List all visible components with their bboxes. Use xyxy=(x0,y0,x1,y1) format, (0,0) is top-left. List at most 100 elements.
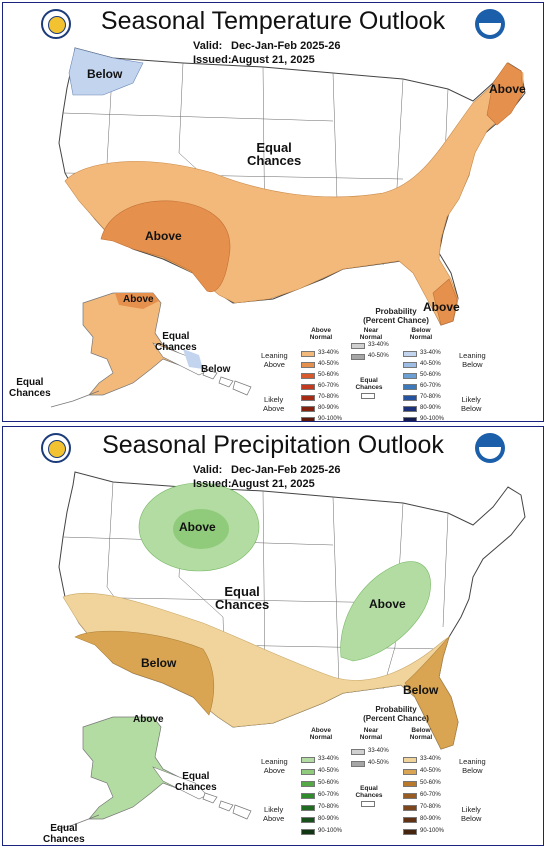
alaska-panhandle xyxy=(152,766,208,800)
legend-swatch-below xyxy=(403,793,417,799)
legend-swatch-below xyxy=(403,351,417,357)
valid-key: Valid: xyxy=(193,40,223,52)
alaska-above-strong xyxy=(115,293,159,309)
legend-swatch-ec xyxy=(361,393,375,399)
legend-label-below: 33-40% xyxy=(420,756,441,762)
legend-swatch-above xyxy=(301,757,315,763)
issued-key: Issued: xyxy=(193,478,232,490)
legend-swatch-below xyxy=(403,395,417,401)
legend-label-above: 40-50% xyxy=(318,768,339,774)
legend-below-header: Below Normal xyxy=(409,327,433,341)
label-ak-equal: Equal Chances xyxy=(175,771,217,793)
valid-value: Dec-Jan-Feb 2025-26 xyxy=(231,40,341,52)
issued-key: Issued: xyxy=(193,54,232,66)
above-region-sw-strong xyxy=(100,200,231,293)
label-above-nw: Above xyxy=(179,520,216,534)
legend-swatch-below xyxy=(403,406,417,412)
legend-swatch-near xyxy=(351,749,365,755)
legend-ec-label: Equal Chances xyxy=(355,785,383,799)
legend-leaning-above: Leaning Above xyxy=(261,757,288,775)
below-region-band xyxy=(62,592,459,750)
legend-swatch-below xyxy=(403,362,417,368)
legend-below-header: Below Normal xyxy=(409,727,433,741)
label-ak-equal: Equal Chances xyxy=(155,331,197,353)
alaska-outline xyxy=(82,292,205,396)
legend-label-above: 70-80% xyxy=(318,804,339,810)
above-region-ne-strong xyxy=(486,62,524,126)
precipitation-map xyxy=(50,471,526,832)
temperature-outlook-panel: Seasonal Temperature Outlook Valid: Dec-J… xyxy=(2,2,544,422)
legend-label-below: 40-50% xyxy=(420,768,441,774)
legend-label-below: 50-60% xyxy=(420,372,441,378)
below-region-nw xyxy=(68,47,144,96)
above-region-nw-strong xyxy=(173,509,229,549)
legend-swatch-above xyxy=(301,351,315,357)
legend-swatch-ec xyxy=(361,801,375,807)
legend-swatch-near xyxy=(351,761,365,767)
valid-issued-info: Valid: Dec-Jan-Feb 2025-26 Issued:August … xyxy=(193,39,340,67)
legend-swatch-near xyxy=(351,354,365,360)
legend-swatch-above xyxy=(301,395,315,401)
label-ak-above: Above xyxy=(123,294,154,305)
label-above-fl: Above xyxy=(423,300,460,314)
label-above-ne: Above xyxy=(489,82,526,96)
label-equal-chances: Equal Chances xyxy=(215,584,270,612)
legend-swatch-above xyxy=(301,406,315,412)
legend-label-above: 70-80% xyxy=(318,394,339,400)
legend-swatch-above xyxy=(301,829,315,835)
legend-label-below: 60-70% xyxy=(420,383,441,389)
legend-swatch-above xyxy=(301,805,315,811)
legend-title: Probability (Percent Chance) xyxy=(363,705,429,723)
legend-swatch-below xyxy=(403,781,417,787)
legend-title: Probability (Percent Chance) xyxy=(363,307,429,325)
issued-value: August 21, 2025 xyxy=(231,54,315,66)
legend-label-above: 50-60% xyxy=(318,780,339,786)
above-region-ohio-valley xyxy=(340,561,431,662)
label-ak-above: Above xyxy=(133,714,164,725)
below-region-sw-strong xyxy=(74,630,215,716)
legend-ec-label: Equal Chances xyxy=(355,377,383,391)
legend-label-above: 80-90% xyxy=(318,816,339,822)
legend-label-below: 50-60% xyxy=(420,780,441,786)
legend-swatch-above xyxy=(301,362,315,368)
label-hi-equal: Equal Chances xyxy=(9,377,51,399)
noaa-logo-icon xyxy=(475,9,505,39)
legend-leaning-below: Leaning Below xyxy=(459,351,486,369)
doc-seal-icon xyxy=(41,9,71,39)
legend-label-near: 40-50% xyxy=(368,760,389,766)
legend-label-below: 90-100% xyxy=(420,828,445,834)
legend-swatch-above xyxy=(301,817,315,823)
hawaii-islands xyxy=(202,792,252,820)
legend-swatch-below xyxy=(403,384,417,390)
legend-swatch-above xyxy=(301,769,315,775)
legend-label-above: 40-50% xyxy=(318,361,339,367)
aleutian-islands xyxy=(50,814,100,832)
aleutian-islands xyxy=(50,390,100,408)
legend-near-header: Near Normal xyxy=(359,327,383,341)
label-above-ohio-valley: Above xyxy=(369,597,406,611)
label-below-nw: Below xyxy=(87,67,123,81)
legend-swatch-below xyxy=(403,417,417,421)
issued-value: August 21, 2025 xyxy=(231,478,315,490)
legend-swatch-below xyxy=(403,769,417,775)
legend-label-below: 80-90% xyxy=(420,816,441,822)
legend-swatch-above xyxy=(301,781,315,787)
legend-label-below: 60-70% xyxy=(420,792,441,798)
legend-label-below: 33-40% xyxy=(420,350,441,356)
legend-swatch-below xyxy=(403,757,417,763)
valid-issued-info: Valid: Dec-Jan-Feb 2025-26 Issued:August … xyxy=(193,463,340,491)
below-region-se-strong xyxy=(404,636,459,750)
legend-label-near: 40-50% xyxy=(368,353,389,359)
legend-swatch-above xyxy=(301,417,315,421)
legend-likely-above: Likely Above xyxy=(263,395,285,413)
legend-label-near: 33-40% xyxy=(368,748,389,754)
legend-label-above: 60-70% xyxy=(318,383,339,389)
legend-label-below: 40-50% xyxy=(420,361,441,367)
legend-swatch-below xyxy=(403,805,417,811)
valid-key: Valid: xyxy=(193,464,223,476)
legend-label-below: 70-80% xyxy=(420,804,441,810)
noaa-logo-icon xyxy=(475,433,505,463)
legend-label-above: 33-40% xyxy=(318,350,339,356)
legend-likely-below: Likely Below xyxy=(461,395,482,413)
legend-above-header: Above Normal xyxy=(309,327,333,341)
